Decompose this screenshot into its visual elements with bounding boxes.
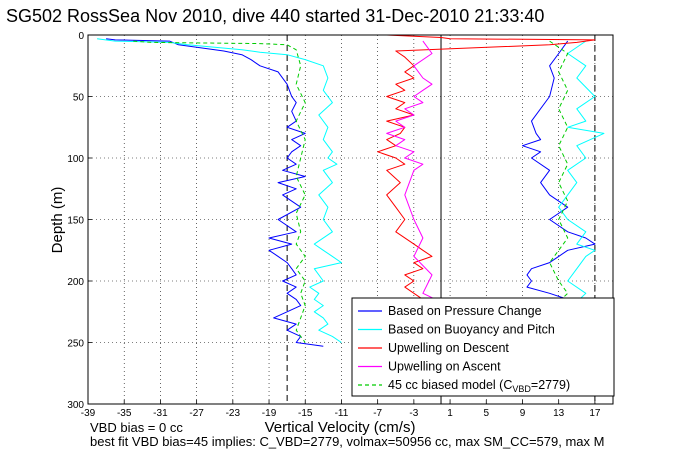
x-tick-label: -3 — [409, 408, 418, 419]
x-tick-label: -7 — [373, 408, 382, 419]
series-line — [549, 40, 569, 303]
x-tick-label: -23 — [226, 408, 241, 419]
series-line — [97, 38, 342, 343]
x-tick-label: 17 — [589, 408, 601, 419]
x-tick-label: -27 — [189, 408, 204, 419]
y-axis-label: Depth (m) — [49, 187, 66, 254]
series-line — [106, 38, 324, 347]
x-tick-label: 1 — [447, 408, 453, 419]
legend-label: Based on Pressure Change — [388, 304, 542, 318]
footer-fit-note: best fit VBD bias=45 implies: C_VBD=2779… — [90, 434, 604, 449]
series-line — [522, 40, 596, 303]
legend-label: Upwelling on Descent — [388, 341, 509, 355]
series-line — [377, 34, 596, 303]
y-tick-labels: 0 50 100 150 200 250 300 — [67, 31, 84, 411]
series-lines — [97, 34, 605, 347]
y-tick-label: 250 — [67, 339, 84, 350]
x-tick-labels: -39 -35 -31 -27 -23 -19 -15 -11 -7 -3 1 5 9 13 17 — [81, 408, 601, 419]
y-tick-label: 200 — [67, 277, 84, 288]
x-tick-label: -39 — [81, 408, 96, 419]
plot-frame — [87, 34, 614, 405]
legend-box — [351, 297, 615, 397]
y-tick-label: 300 — [67, 400, 84, 411]
x-tick-label: -31 — [153, 408, 168, 419]
legend: Based on Pressure Change Based on Buoyanc… — [351, 297, 615, 397]
x-tick-label: 9 — [520, 408, 526, 419]
chart-title: SG502 RossSea Nov 2010, dive 440 started… — [6, 6, 544, 26]
footer-bias-note: VBD bias = 0 cc — [90, 420, 183, 435]
series-line — [133, 40, 306, 343]
x-tick-label: 13 — [553, 408, 565, 419]
series-line — [386, 40, 442, 303]
legend-label: Upwelling on Ascent — [388, 360, 501, 374]
y-tick-label: 150 — [67, 216, 84, 227]
legend-label: Based on Buoyancy and Pitch — [388, 323, 555, 337]
x-tick-label: -19 — [262, 408, 277, 419]
x-axis-label: Vertical Velocity (cm/s) — [265, 419, 416, 436]
series-line — [558, 40, 605, 303]
x-tick-label: -11 — [335, 408, 349, 419]
x-tick-label: 5 — [483, 408, 489, 419]
y-tick-label: 0 — [78, 31, 84, 42]
y-tick-label: 50 — [73, 93, 85, 104]
x-tick-label: -15 — [298, 408, 313, 419]
legend-label: 45 cc biased model (CVBD=2779) — [388, 378, 570, 394]
x-tick-label: -35 — [117, 408, 132, 419]
y-tick-label: 100 — [67, 154, 84, 165]
